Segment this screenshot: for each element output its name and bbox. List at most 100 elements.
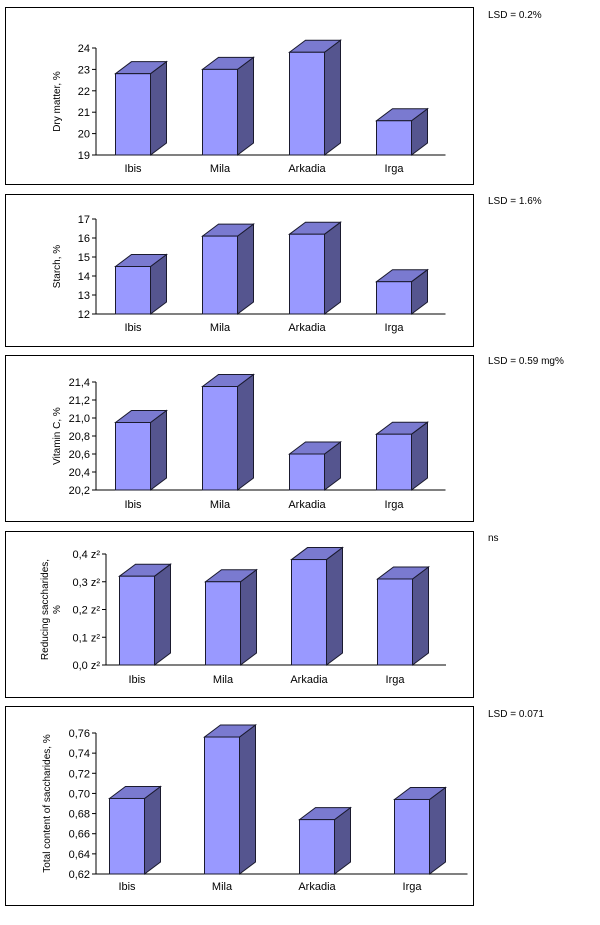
bar-side-face bbox=[150, 409, 167, 491]
y-tick-label: 22 bbox=[78, 86, 90, 98]
y-tick-label: 0,76 bbox=[69, 728, 90, 740]
bar-arkadia bbox=[289, 546, 345, 666]
bar-front-face bbox=[115, 266, 151, 315]
bar-side-face bbox=[324, 39, 341, 156]
total-saccharides-chart-panel: 0,62 0,64 0,66 0,68 0,70 0,72 0,74 0,76 Total co… bbox=[5, 706, 474, 906]
y-axis-label: Vitamin C, % bbox=[52, 407, 63, 465]
bar-front-face bbox=[376, 281, 412, 315]
y-tick-label: 21,0 bbox=[69, 413, 90, 425]
y-tick-label: 14 bbox=[78, 271, 90, 283]
bar-front-face bbox=[289, 51, 325, 156]
y-tick-label: 12 bbox=[78, 309, 90, 321]
bar-front-face bbox=[394, 798, 430, 875]
bar-arkadia bbox=[288, 441, 342, 491]
x-category-label: Irga bbox=[385, 499, 405, 511]
y-tick-label: 17 bbox=[78, 214, 90, 226]
bar-mila bbox=[203, 724, 257, 875]
bar-side-face bbox=[144, 785, 161, 875]
y-tick-label: 20,4 bbox=[69, 467, 90, 479]
bar-front-face bbox=[299, 819, 335, 875]
starch-chart-panel: 12 13 14 15 16 17 Starch, % Ibis Mila Arkadia Irga bbox=[5, 194, 474, 347]
bar-front-face bbox=[202, 68, 238, 156]
y-tick-label: 0,0 z² bbox=[72, 660, 100, 672]
x-category-label: Arkadia bbox=[288, 163, 326, 175]
y-tick-label: 0,74 bbox=[69, 748, 90, 760]
x-category-label: Ibis bbox=[124, 163, 142, 175]
bar-side-face bbox=[237, 56, 254, 156]
bar-front-face bbox=[376, 433, 412, 491]
y-tick-label: 0,72 bbox=[69, 768, 90, 780]
bar-front-face bbox=[202, 386, 238, 491]
x-category-label: Irga bbox=[403, 881, 423, 893]
y-tick-label: 20 bbox=[78, 129, 90, 141]
bar-front-face bbox=[202, 235, 238, 315]
x-category-label: Ibis bbox=[118, 881, 136, 893]
bar-front-face bbox=[289, 453, 325, 491]
y-tick-label: 20,6 bbox=[69, 449, 90, 461]
bar-front-face bbox=[119, 575, 155, 666]
x-category-label: Arkadia bbox=[290, 674, 328, 686]
y-tick-label: 24 bbox=[78, 43, 90, 55]
reducing-saccharides-lsd-note: ns bbox=[488, 533, 499, 544]
bar-side-face bbox=[326, 546, 343, 666]
y-tick-label: 15 bbox=[78, 252, 90, 264]
bar-ibis bbox=[108, 785, 162, 875]
reducing-saccharides-chart-panel: 0,0 z² 0,1 z² 0,2 z² 0,3 z² 0,4 z² Reducing s… bbox=[5, 531, 474, 698]
y-axis-label: % bbox=[52, 605, 63, 614]
y-tick-label: 16 bbox=[78, 233, 90, 245]
bar-front-face bbox=[109, 797, 145, 875]
bar-irga bbox=[393, 786, 447, 875]
bar-side-face bbox=[150, 60, 167, 156]
bar-front-face bbox=[376, 120, 412, 156]
y-axis-label: Starch, % bbox=[52, 245, 63, 288]
bar-front-face bbox=[204, 736, 240, 875]
x-category-label: Mila bbox=[210, 322, 231, 334]
bar-mila bbox=[200, 223, 256, 315]
dry-matter-chart: 19 20 21 22 23 24 Dry matter, % Ibis Mila Arkadia… bbox=[52, 39, 446, 175]
y-tick-label: 0,62 bbox=[69, 869, 90, 881]
y-tick-label: 0,68 bbox=[69, 809, 90, 821]
y-axis-label: Total content of saccharides, % bbox=[42, 734, 53, 873]
bar-front-face bbox=[205, 581, 241, 666]
bar-front-face bbox=[115, 422, 151, 491]
y-tick-label: 23 bbox=[78, 64, 90, 76]
bar-front-face bbox=[291, 559, 327, 666]
bar-irga bbox=[375, 268, 429, 315]
bar-front-face bbox=[115, 73, 151, 156]
x-category-label: Mila bbox=[210, 163, 231, 175]
bar-side-face bbox=[237, 373, 254, 491]
y-tick-label: 19 bbox=[78, 150, 90, 162]
bar-side-face bbox=[412, 565, 429, 666]
y-tick-label: 21 bbox=[78, 107, 90, 119]
vitamin-c-lsd-note: LSD = 0.59 mg% bbox=[488, 356, 564, 367]
bar-arkadia bbox=[298, 806, 352, 875]
y-axis-label: Reducing saccharides, bbox=[40, 559, 51, 660]
vitamin-c-chart-panel: 20,2 20,4 20,6 20,8 21,0 21,2 21,4 Vitamin C, %… bbox=[5, 355, 474, 522]
starch-chart: 12 13 14 15 16 17 Starch, % Ibis Mila Arkadia Irga bbox=[52, 214, 446, 334]
y-tick-label: 0,1 z² bbox=[72, 632, 100, 644]
x-category-label: Irga bbox=[385, 163, 405, 175]
bar-mila bbox=[204, 568, 258, 666]
y-tick-label: 13 bbox=[78, 290, 90, 302]
y-axis-label: Dry matter, % bbox=[52, 71, 63, 132]
total-saccharides-chart: 0,62 0,64 0,66 0,68 0,70 0,72 0,74 0,76 Total co… bbox=[42, 724, 468, 893]
bar-ibis bbox=[114, 253, 168, 315]
bar-mila bbox=[201, 56, 255, 156]
x-category-label: Arkadia bbox=[288, 322, 326, 334]
bar-arkadia bbox=[288, 39, 342, 156]
y-tick-label: 0,2 z² bbox=[72, 605, 100, 617]
y-tick-label: 0,70 bbox=[69, 788, 90, 800]
bar-side-face bbox=[429, 786, 446, 875]
bar-side-face bbox=[324, 221, 341, 315]
bar-ibis bbox=[118, 563, 172, 666]
x-category-label: Arkadia bbox=[298, 881, 336, 893]
y-tick-label: 0,4 z² bbox=[72, 549, 100, 561]
bar-irga bbox=[375, 421, 429, 491]
y-tick-label: 0,3 z² bbox=[72, 577, 100, 589]
x-category-label: Irga bbox=[385, 322, 405, 334]
starch-lsd-note: LSD = 1.6% bbox=[488, 196, 542, 207]
x-category-label: Mila bbox=[212, 881, 233, 893]
bar-irga bbox=[375, 107, 429, 156]
x-category-label: Arkadia bbox=[288, 499, 326, 511]
bar-side-face bbox=[239, 724, 256, 875]
